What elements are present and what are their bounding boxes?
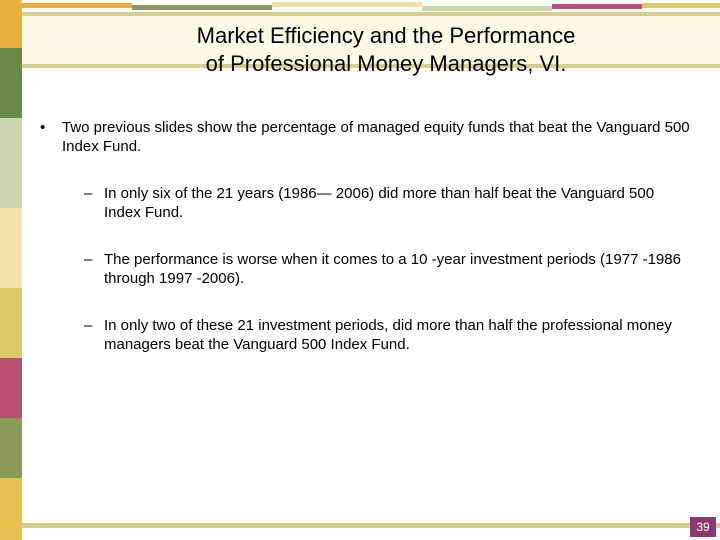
top-bar-segment [272, 2, 422, 7]
top-bar-segment [22, 3, 132, 8]
bullet-level-2: – The performance is worse when it comes… [84, 250, 690, 288]
sub-bullet-list: – In only six of the 21 years (1986— 200… [84, 184, 690, 354]
bullet-level-1: • Two previous slides show the percentag… [40, 118, 690, 156]
top-bar-segment [642, 3, 720, 8]
dash-mark: – [84, 316, 104, 354]
footer-bar [22, 523, 720, 528]
left-decorative-stripe [0, 0, 22, 540]
stripe-segment [0, 48, 22, 118]
stripe-segment [0, 208, 22, 288]
stripe-segment [0, 418, 22, 478]
bullet-text: Two previous slides show the percentage … [62, 118, 690, 156]
stripe-segment [0, 358, 22, 418]
bullet-mark: • [40, 118, 62, 156]
bullet-text: In only six of the 21 years (1986— 2006)… [104, 184, 690, 222]
stripe-segment [0, 478, 22, 540]
title-line-1: Market Efficiency and the Performance [197, 23, 576, 48]
top-bar-segment [422, 6, 552, 11]
top-bar-segment [552, 4, 642, 9]
bullet-text: The performance is worse when it comes t… [104, 250, 690, 288]
title-line-2: of Professional Money Managers, VI. [206, 51, 567, 76]
top-bar-segment [132, 5, 272, 10]
bullet-text: In only two of these 21 investment perio… [104, 316, 690, 354]
bullet-level-2: – In only six of the 21 years (1986— 200… [84, 184, 690, 222]
slide-body: • Two previous slides show the percentag… [40, 118, 690, 382]
slide-title: Market Efficiency and the Performance of… [92, 22, 680, 78]
bullet-level-2: – In only two of these 21 investment per… [84, 316, 690, 354]
page-number: 39 [690, 517, 716, 537]
title-band: Market Efficiency and the Performance of… [22, 12, 720, 68]
stripe-segment [0, 118, 22, 208]
stripe-segment [0, 288, 22, 358]
stripe-segment [0, 0, 22, 48]
dash-mark: – [84, 184, 104, 222]
dash-mark: – [84, 250, 104, 288]
